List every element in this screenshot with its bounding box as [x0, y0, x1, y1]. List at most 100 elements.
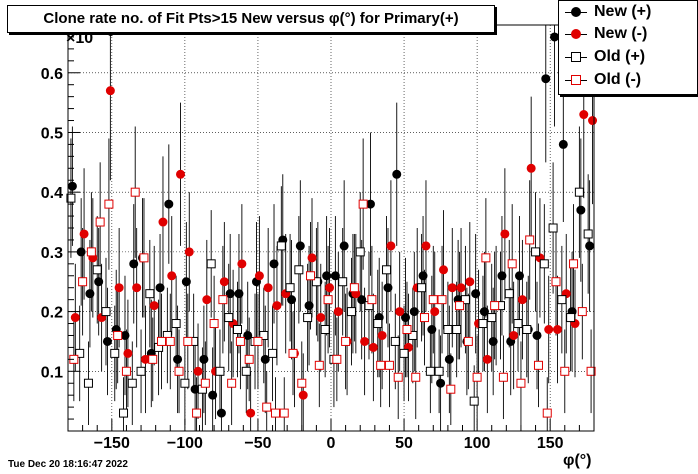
data-point — [127, 378, 137, 388]
data-point — [409, 307, 419, 317]
y-tick-label: 0.2 — [41, 305, 63, 322]
data-point — [158, 217, 168, 227]
data-point — [446, 384, 456, 394]
legend-item-new-minus: New (-) — [559, 24, 697, 46]
data-point — [183, 336, 193, 346]
data-point — [164, 199, 174, 209]
filled-circle-icon — [571, 29, 581, 39]
timestamp: Tue Dec 20 18:16:47 2022 — [8, 459, 128, 470]
data-point — [94, 277, 104, 287]
data-point — [121, 366, 131, 376]
data-point — [276, 241, 286, 251]
data-point — [270, 408, 280, 418]
data-point — [216, 408, 226, 418]
data-point — [355, 247, 365, 257]
data-point — [436, 378, 446, 388]
x-tick-label: −100 — [167, 435, 203, 452]
data-point — [463, 336, 473, 346]
data-point — [102, 336, 112, 346]
x-tick-label: 100 — [464, 435, 491, 452]
data-point — [368, 342, 378, 352]
data-point — [157, 336, 167, 346]
data-point — [548, 223, 558, 233]
data-point — [67, 181, 77, 191]
data-point — [566, 313, 576, 323]
data-point — [130, 187, 140, 197]
data-point — [120, 330, 130, 340]
data-point — [225, 289, 235, 299]
data-markers — [66, 32, 598, 418]
y-tick-label: 0.5 — [41, 125, 63, 142]
data-point — [439, 265, 449, 275]
data-point — [341, 336, 351, 346]
data-point — [314, 360, 324, 370]
data-point — [295, 241, 305, 251]
data-point — [465, 277, 475, 287]
data-point — [113, 330, 123, 340]
y-tick-label: 0.6 — [41, 66, 63, 83]
data-point — [456, 283, 466, 293]
data-point — [235, 336, 245, 346]
data-point — [455, 301, 465, 311]
open-square-icon — [571, 52, 581, 62]
data-point — [218, 295, 228, 305]
legend-item-new-plus: New (+) — [559, 2, 697, 24]
data-point — [585, 241, 595, 251]
grid-lines — [68, 25, 594, 431]
data-point — [360, 336, 370, 346]
data-point — [417, 283, 427, 293]
data-point — [190, 384, 200, 394]
data-point — [253, 336, 263, 346]
data-point — [384, 360, 394, 370]
data-point — [469, 396, 479, 406]
data-point — [418, 271, 428, 281]
x-tick-label: −50 — [244, 435, 271, 452]
data-point — [206, 259, 216, 269]
legend-label: New (+) — [594, 3, 652, 20]
data-point — [237, 259, 247, 269]
data-point — [202, 295, 212, 305]
open-square-icon — [571, 75, 581, 85]
data-point — [574, 187, 584, 197]
data-point — [367, 295, 377, 305]
data-point — [145, 289, 155, 299]
data-point — [304, 301, 314, 311]
data-point — [427, 325, 437, 334]
data-point — [332, 354, 342, 364]
data-point — [383, 283, 393, 293]
data-point — [104, 199, 114, 209]
data-point — [200, 378, 210, 388]
legend-label: Old (-) — [594, 71, 642, 88]
data-point — [544, 325, 554, 334]
data-point — [577, 307, 587, 317]
data-point — [83, 378, 93, 388]
data-point — [333, 307, 343, 317]
data-point — [533, 360, 543, 370]
data-point — [272, 301, 282, 311]
data-point — [358, 199, 368, 209]
data-point — [392, 169, 402, 179]
y-tick-label: 0.1 — [41, 364, 63, 381]
data-point — [357, 295, 367, 305]
data-point — [558, 139, 568, 149]
data-point — [244, 354, 254, 364]
data-point — [148, 354, 158, 364]
data-point — [569, 259, 579, 269]
data-point — [193, 366, 203, 376]
data-point — [232, 325, 242, 334]
data-point — [243, 330, 253, 340]
data-point — [481, 253, 491, 263]
data-point — [557, 295, 567, 305]
data-point — [174, 366, 184, 376]
data-point — [303, 313, 313, 323]
data-point — [246, 408, 256, 418]
data-point — [287, 295, 297, 305]
data-point — [509, 330, 519, 340]
data-point — [173, 354, 183, 364]
x-tick-label: 50 — [395, 435, 413, 452]
data-point — [346, 307, 356, 317]
data-point — [101, 307, 111, 317]
data-point — [297, 378, 307, 388]
data-point — [551, 277, 561, 287]
data-point — [279, 408, 289, 418]
